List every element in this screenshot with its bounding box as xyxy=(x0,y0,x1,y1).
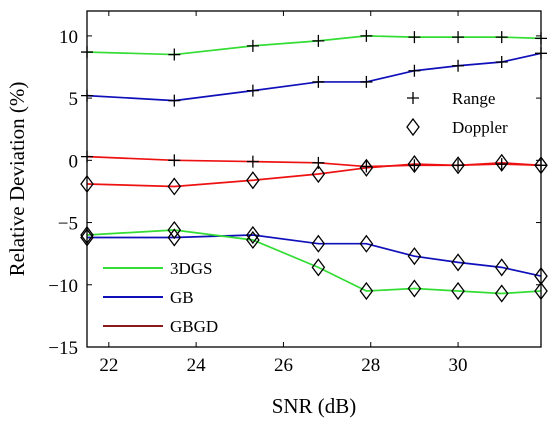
data-point-diamond-3dgs-doppler xyxy=(494,284,509,303)
data-point-diamond-gb-doppler xyxy=(246,225,260,245)
series-line-gb-doppler xyxy=(87,234,542,277)
data-point-plus-gb-range xyxy=(246,84,259,97)
data-point-diamond-3dgs-doppler xyxy=(359,281,374,301)
data-point-diamond-gbgd-doppler xyxy=(246,171,260,190)
y-tick-label: −5 xyxy=(58,214,78,235)
data-point-diamond-3dgs-doppler xyxy=(246,230,260,250)
data-point-plus-gb-range xyxy=(452,59,465,72)
y-axis-label: Relative Deviation (%) xyxy=(5,82,29,277)
data-point-diamond-gbgd-doppler xyxy=(167,177,182,196)
data-point-plus-3dgs-range xyxy=(360,29,373,42)
data-point-diamond-gb-doppler xyxy=(407,247,422,266)
data-point-plus-3dgs-range xyxy=(246,39,259,52)
y-tick-label: −10 xyxy=(48,276,78,297)
x-tick-label: 24 xyxy=(187,355,207,376)
data-point-plus-gbgd-range xyxy=(168,154,181,167)
data-point-diamond-gbgd-doppler xyxy=(407,154,422,174)
legend-methods: 3DGS GB GBGD xyxy=(103,259,218,336)
y-tick-label: −15 xyxy=(48,338,78,359)
data-point-plus-gb-range xyxy=(312,75,325,88)
data-point-diamond-gb-doppler xyxy=(311,234,326,253)
data-point-plus-gbgd-range xyxy=(495,158,508,171)
data-point-diamond-3dgs-doppler xyxy=(451,281,465,301)
data-point-diamond-gbgd-doppler xyxy=(494,153,509,172)
data-point-plus-3dgs-range xyxy=(168,48,181,61)
series-markers xyxy=(80,29,548,303)
data-point-plus-gb-range xyxy=(408,64,421,77)
x-tick-label: 30 xyxy=(449,355,468,376)
data-point-plus-gbgd-range xyxy=(246,155,259,168)
legend-plus-icon xyxy=(407,92,419,104)
series-line-gbgd-doppler xyxy=(86,161,542,188)
data-point-plus-3dgs-range xyxy=(495,31,508,44)
legend-marker-label: Doppler xyxy=(452,118,508,137)
data-point-diamond-gb-doppler xyxy=(167,228,182,247)
data-point-diamond-gb-doppler xyxy=(451,253,465,272)
data-point-diamond-gbgd-doppler xyxy=(359,158,374,177)
data-point-diamond-3dgs-doppler xyxy=(407,279,422,298)
data-point-diamond-3dgs-doppler xyxy=(311,258,326,277)
x-tick-label: 26 xyxy=(274,355,293,376)
data-point-plus-3dgs-range xyxy=(452,31,465,44)
data-point-plus-gb-range xyxy=(168,94,181,107)
y-tick-label: 5 xyxy=(69,89,79,110)
plot-frame xyxy=(86,10,542,348)
data-point-diamond-gbgd-doppler xyxy=(451,156,465,175)
data-point-diamond-gb-doppler xyxy=(494,258,509,277)
legend-marker-label: Range xyxy=(452,89,495,108)
x-axis-label: SNR (dB) xyxy=(272,394,357,418)
data-point-diamond-gbgd-doppler xyxy=(311,164,326,184)
axis-ticks: 22 24 26 28 30 10 5 0 −5 −10 −15 xyxy=(48,11,541,376)
data-point-plus-gbgd-range xyxy=(360,160,373,173)
y-tick-label: 10 xyxy=(59,27,78,48)
series-line-3dgs-doppler xyxy=(86,229,542,295)
data-point-diamond-gb-doppler xyxy=(359,234,374,253)
data-point-plus-gbgd-range xyxy=(452,159,465,172)
x-tick-label: 22 xyxy=(99,355,118,376)
data-point-plus-gb-range xyxy=(360,75,373,88)
data-point-plus-3dgs-range xyxy=(408,31,421,44)
data-point-plus-gb-range xyxy=(495,56,508,69)
legend-diamond-icon xyxy=(406,117,420,137)
legend-method-label: GB xyxy=(170,288,194,307)
legend-method-label: GBGD xyxy=(170,317,218,336)
y-tick-label: 0 xyxy=(69,151,79,172)
series-line-3dgs-range xyxy=(86,35,542,56)
x-tick-label: 28 xyxy=(361,355,380,376)
data-point-plus-3dgs-range xyxy=(312,34,325,47)
legend-method-label: 3DGS xyxy=(170,259,213,278)
data-point-diamond-3dgs-doppler xyxy=(167,220,182,240)
legend-markers: Range Doppler xyxy=(406,89,508,137)
series-lines xyxy=(86,35,542,295)
data-point-plus-gbgd-range xyxy=(408,159,421,172)
